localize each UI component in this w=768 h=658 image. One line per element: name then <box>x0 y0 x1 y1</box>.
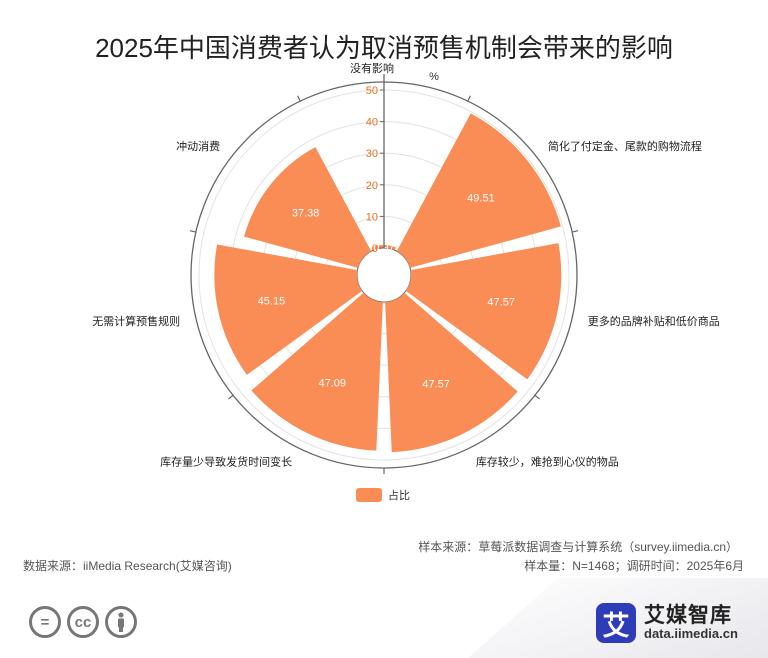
bar-4 <box>251 292 383 451</box>
person-icon <box>105 606 137 638</box>
license-icons: = cc <box>29 606 137 638</box>
bar-value-label-6: 37.38 <box>292 208 320 220</box>
legend-label: 占比 <box>388 488 410 502</box>
angle-tick <box>572 230 579 233</box>
bar-6 <box>244 147 372 268</box>
radial-tick-label: 50 <box>366 85 378 97</box>
angle-tick <box>228 394 234 400</box>
category-label-5: 无需计算预售规则 <box>92 314 180 328</box>
brand-mark: 艾 <box>596 603 636 643</box>
data-source: 数据来源：iiMedia Research(艾媒咨询) <box>23 559 232 573</box>
radial-tick-label: 20 <box>366 180 378 192</box>
bar-3 <box>385 292 518 453</box>
equal-icon: = <box>29 606 61 638</box>
brand-name: 艾媒智库 <box>644 604 732 628</box>
sample-info: 样本量：N=1468；调研时间：2025年6月 <box>524 559 744 573</box>
bar-value-label-5: 45.15 <box>258 296 286 308</box>
angle-tick <box>534 394 540 400</box>
category-label-4: 库存量少导致发货时间变长 <box>160 455 292 469</box>
bar-value-label-3: 47.57 <box>422 378 450 390</box>
polar-bar-chart: 0.9749.5147.5747.5747.0945.1537.38010203… <box>92 61 720 502</box>
radial-tick-label: 10 <box>366 211 378 223</box>
inner-axis-ring <box>356 247 412 303</box>
category-label-1: 简化了付定金、尾款的购物流程 <box>548 139 702 153</box>
bar-value-label-4: 47.09 <box>318 377 346 389</box>
angle-tick <box>189 230 196 233</box>
bar-value-label-2: 47.57 <box>487 297 515 309</box>
radial-tick-label: 30 <box>366 148 378 160</box>
bar-1 <box>396 113 561 268</box>
radial-tick-label: 40 <box>366 117 378 129</box>
radial-unit-label: % <box>429 71 439 83</box>
brand-logo[interactable]: 艾 艾媒智库 data.iimedia.cn <box>596 603 738 643</box>
radial-tick-label: 0 <box>372 243 378 255</box>
sample-source: 样本来源：草莓派数据调查与计算系统（survey.iimedia.cn） <box>418 540 738 554</box>
category-label-3: 库存较少，难抢到心仪的物品 <box>476 455 619 469</box>
category-label-2: 更多的品牌补贴和低价商品 <box>588 314 720 328</box>
bar-2 <box>405 243 562 380</box>
chart-title: 2025年中国消费者认为取消预售机制会带来的影响 <box>95 33 673 63</box>
angle-tick <box>297 95 301 102</box>
category-label-0: 没有影响 <box>350 61 394 75</box>
bar-5 <box>214 244 363 375</box>
category-label-6: 冲动消费 <box>176 139 220 153</box>
angle-tick <box>467 95 471 102</box>
bar-value-label-1: 49.51 <box>467 193 495 205</box>
brand-url: data.iimedia.cn <box>644 626 738 642</box>
cc-icon: cc <box>67 606 99 638</box>
legend-swatch <box>356 488 382 502</box>
